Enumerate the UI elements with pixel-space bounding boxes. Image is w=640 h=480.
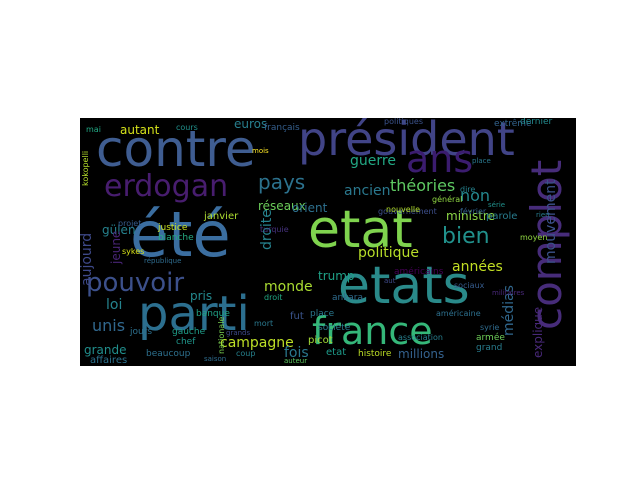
word-banque: banque xyxy=(196,309,230,319)
word-jeune: jeune xyxy=(109,230,123,264)
word-grande: grande xyxy=(84,343,127,357)
word-mois: mois xyxy=(252,147,269,155)
word-americains: américains xyxy=(394,267,444,277)
word-projet: projet xyxy=(118,219,142,228)
word-reseaux: réseaux xyxy=(258,199,306,213)
word-ete: été xyxy=(130,198,231,271)
word-turquie: turquie xyxy=(260,225,289,234)
word-erdogan: erdogan xyxy=(104,169,229,204)
word-grands: grands xyxy=(226,329,251,337)
word-fut: fut xyxy=(290,311,304,322)
word-general: général xyxy=(432,195,463,204)
word-bien: bien xyxy=(442,224,490,249)
word-cloud: été etat etats contre président parti fr… xyxy=(80,118,576,366)
word-extreme: extrême xyxy=(494,119,532,129)
word-picot: picot xyxy=(308,335,333,346)
word-syrie: syrie xyxy=(480,323,500,332)
word-etat-small: etat xyxy=(326,347,347,358)
word-saison: saison xyxy=(204,355,227,363)
word-societe: société xyxy=(318,323,351,333)
word-association: association xyxy=(398,333,443,342)
word-contre: contre xyxy=(96,120,256,178)
word-mouvement: mouvement xyxy=(543,179,559,264)
word-aut: aut xyxy=(384,277,396,285)
word-dernier: dernier xyxy=(520,118,553,127)
word-francais: français xyxy=(264,123,300,133)
word-pays: pays xyxy=(258,170,306,194)
word-pris: pris xyxy=(190,289,213,303)
word-rien: rien xyxy=(536,211,550,219)
word-fois: fois xyxy=(284,345,309,361)
word-grand: grand xyxy=(476,343,503,353)
word-nationale: nationale xyxy=(217,316,226,354)
word-blanche: blanche xyxy=(158,233,194,243)
word-gouvernement: gouvernement xyxy=(378,207,437,216)
word-republique: république xyxy=(144,257,182,265)
word-annees: années xyxy=(452,259,503,275)
word-beaucoup: beaucoup xyxy=(146,349,191,359)
word-theories: théories xyxy=(390,176,456,195)
word-mort: mort xyxy=(254,319,274,328)
word-politiques: politiques xyxy=(384,118,424,126)
word-kokopelli: kokopelli xyxy=(81,150,90,186)
word-pouvoir: pouvoir xyxy=(86,268,185,298)
word-nouvelle: nouvelle xyxy=(386,205,421,214)
word-dire: dire xyxy=(460,185,476,194)
word-monde: monde xyxy=(264,279,313,295)
word-americaine: américaine xyxy=(436,309,481,318)
word-armee: armée xyxy=(476,333,505,343)
word-ans: ans xyxy=(406,137,474,181)
word-janvier: janvier xyxy=(204,211,239,222)
word-affaires: affaires xyxy=(90,355,128,366)
word-guerre: guerre xyxy=(350,153,396,169)
word-millions: millions xyxy=(398,347,445,361)
word-cours: cours xyxy=(176,123,198,132)
word-aujourd: aujourd xyxy=(80,232,95,286)
word-unis: unis xyxy=(92,316,126,335)
word-ministre: ministre xyxy=(446,209,495,223)
word-militaires: militaires xyxy=(492,289,525,297)
word-ancien: ancien xyxy=(344,183,391,199)
word-histoire: histoire xyxy=(358,349,392,359)
word-euros: euros xyxy=(234,118,268,131)
word-gulen: gülen xyxy=(102,223,136,237)
word-auteur: auteur xyxy=(284,357,308,365)
word-politique: politique xyxy=(358,245,419,261)
word-mai: mai xyxy=(86,125,101,134)
word-chef: chef xyxy=(176,337,196,347)
word-serie: série xyxy=(488,201,506,209)
word-loi: loi xyxy=(106,297,123,313)
word-orient: orient xyxy=(292,201,328,215)
word-place: place xyxy=(310,309,335,319)
word-etat-large: etat xyxy=(308,200,413,260)
word-campagne: campagne xyxy=(220,335,294,351)
word-fevrier: février xyxy=(460,207,487,216)
word-non: non xyxy=(460,186,491,205)
word-etats: etats xyxy=(338,256,470,316)
word-place-small: place xyxy=(472,157,491,165)
word-explique: explique xyxy=(531,306,545,358)
word-parole: parole xyxy=(486,211,518,222)
word-france: france xyxy=(312,309,433,353)
word-jours: jours xyxy=(130,327,153,337)
word-autant: autant xyxy=(120,123,160,137)
word-droit: droit xyxy=(264,293,283,302)
word-ankara: ankara xyxy=(332,293,364,303)
word-coup: coup xyxy=(236,349,256,358)
word-sociaux: sociaux xyxy=(454,281,485,290)
word-sykes: sykes xyxy=(122,247,145,256)
word-trump: trump xyxy=(318,269,355,283)
word-moyen: moyen xyxy=(520,233,548,242)
word-justice: justice xyxy=(158,223,188,233)
word-gauche: gauche xyxy=(172,327,206,337)
word-president: président xyxy=(298,118,515,166)
word-parti: parti xyxy=(138,286,250,342)
